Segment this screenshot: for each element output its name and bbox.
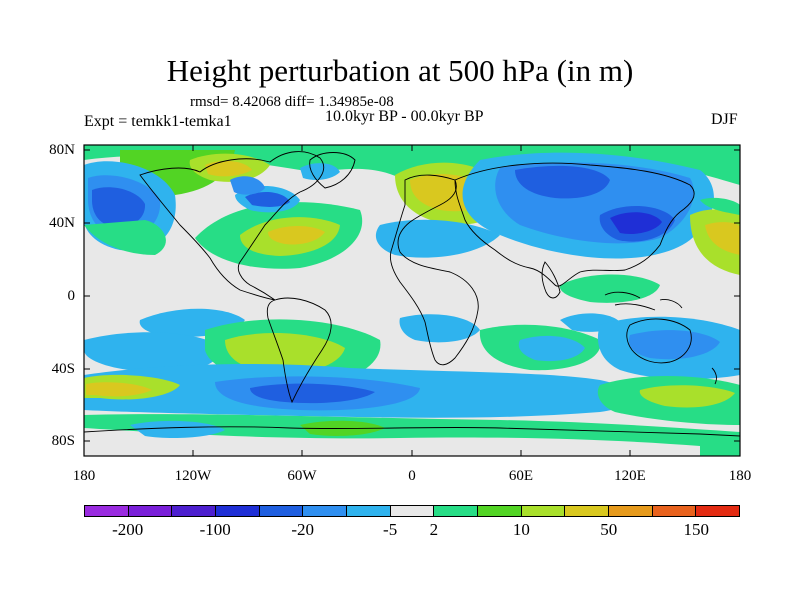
positive-field (84, 220, 166, 255)
colorbar (84, 505, 740, 517)
lon-label: 60W (287, 468, 317, 484)
field-layer (84, 145, 740, 456)
coast-north-america (139, 151, 325, 301)
colorbar-label: -200 (112, 520, 144, 539)
lon-label: 120W (174, 468, 212, 484)
negative-field (230, 176, 265, 195)
colorbar-label: 2 (429, 520, 439, 539)
colorbar-label: -5 (383, 520, 398, 539)
coast-australia (626, 318, 692, 364)
colorbar-label: -100 (199, 520, 231, 539)
coast-india (541, 261, 561, 299)
negative-field (92, 187, 146, 227)
colorbar-box (390, 506, 435, 516)
positive-field (86, 382, 152, 397)
lon-label: 120E (614, 468, 646, 484)
colorbar-box (478, 506, 522, 516)
coast-south-america (266, 297, 332, 404)
negative-field (628, 330, 720, 360)
lat-label: 80N (49, 142, 75, 158)
colorbar-box (303, 506, 348, 516)
experiment-label: Expt = temkk1-temka1 (84, 113, 232, 130)
colorbar-label: 50 (600, 520, 618, 539)
colorbar-box (85, 506, 129, 516)
season-label: DJF (711, 111, 738, 128)
lat-label: 40N (49, 215, 75, 231)
negative-field (84, 332, 221, 373)
coast-asia (454, 162, 695, 287)
neutral-field (84, 428, 700, 456)
colorbar-label: 150 (683, 520, 710, 539)
negative-field (518, 335, 585, 362)
negative-field (610, 212, 662, 234)
lat-label: 80S (51, 433, 75, 449)
colorbar-box (434, 506, 479, 516)
negative-field (250, 383, 375, 404)
lon-label: 180 (72, 468, 96, 484)
lat-label: 40S (51, 361, 75, 377)
negative-field (130, 420, 225, 438)
negative-field (399, 314, 480, 343)
axis-ticks (83, 145, 741, 456)
positive-field (700, 197, 740, 215)
coast-antarctica (84, 426, 740, 437)
coastlines (84, 151, 740, 437)
colorbar-box (696, 506, 740, 516)
colorbar-box (652, 506, 697, 516)
positive-field (705, 222, 740, 255)
coast-indonesia (604, 291, 683, 311)
coast-greenland (309, 152, 356, 189)
negative-field (515, 165, 610, 199)
colorbar-label: -20 (291, 520, 314, 539)
lon-label: 180 (728, 468, 752, 484)
lon-label: 60E (508, 468, 534, 484)
colorbar-box (172, 506, 217, 516)
colorbar-box (565, 506, 610, 516)
coast-new-zealand (711, 367, 717, 385)
positive-field (205, 160, 252, 177)
colorbar-box (259, 506, 304, 516)
positive-field (225, 333, 345, 374)
coast-europe-africa (389, 174, 479, 366)
negative-field (375, 219, 500, 258)
colorbar-box (216, 506, 260, 516)
positive-field (639, 385, 735, 408)
negative-field (245, 191, 290, 207)
colorbar-box (521, 506, 566, 516)
colorbar-label: 10 (512, 520, 530, 539)
colorbar-box (128, 506, 173, 516)
stats-text: rmsd= 8.42068 diff= 1.34985e-08 (190, 94, 394, 110)
map-title: Height perturbation at 500 hPa (in m) (166, 53, 634, 88)
lat-label: 0 (67, 288, 76, 304)
colorbar-box (609, 506, 653, 516)
lon-label: 0 (408, 468, 416, 484)
colorbar-box (347, 506, 391, 516)
positive-field (268, 226, 325, 245)
period-text: 10.0kyr BP - 00.0kyr BP (325, 108, 484, 125)
